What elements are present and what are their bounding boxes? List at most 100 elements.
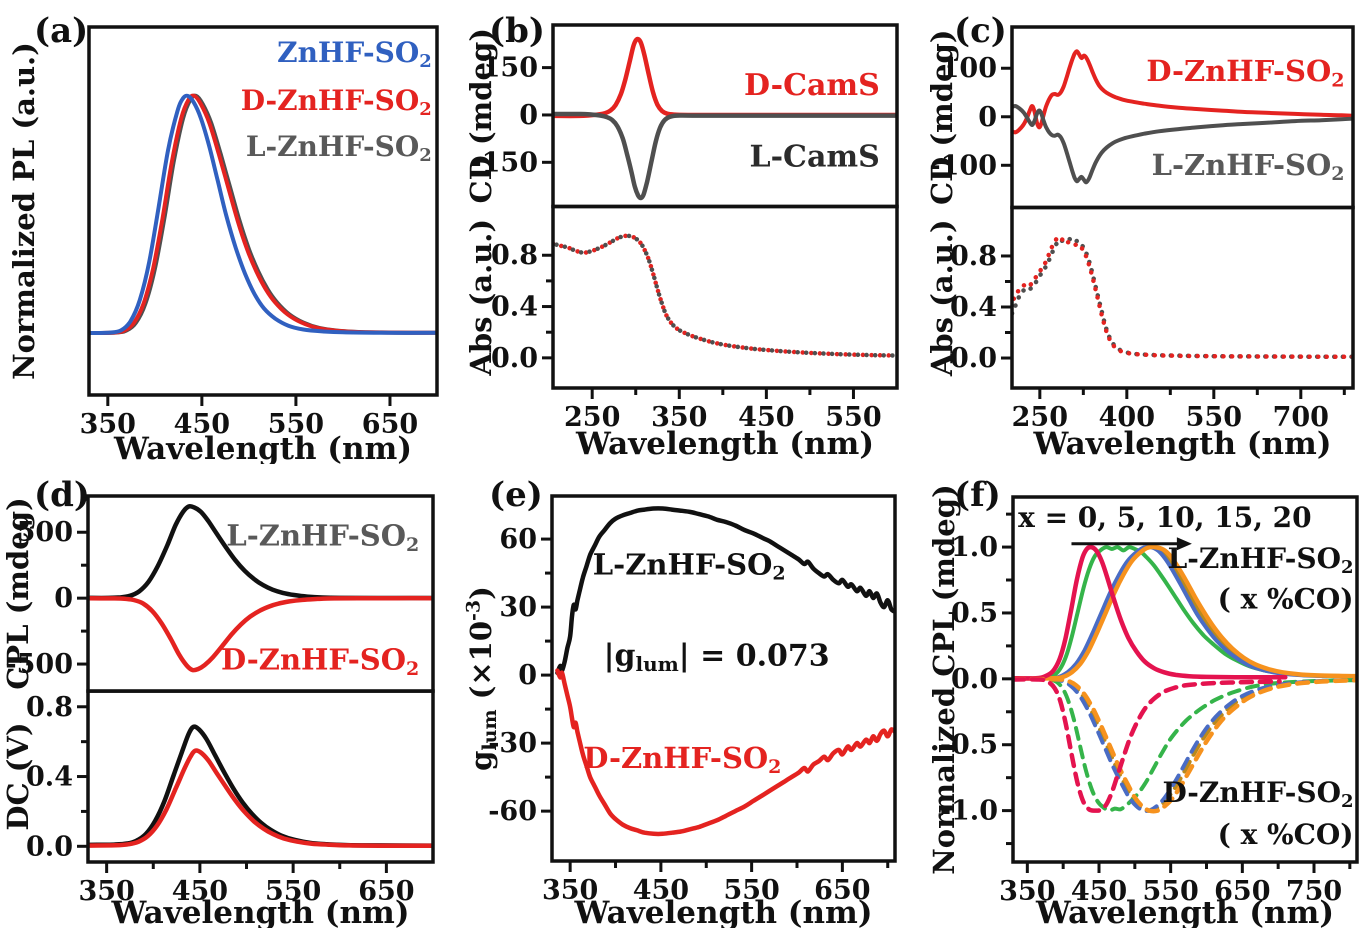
b-cd-series-group [553,36,897,201]
e-xtick-label-350: 350 [542,875,598,906]
b-abs-ytick-label-0-0: 0.0 [491,343,538,374]
d-dc-ytick-label-0-4: 0.4 [26,762,73,793]
c-series-d-znhf-so2 [1012,49,1353,135]
c-series-abs-d-znhf-so2 [1012,234,1353,359]
c-cd-ytick-label--100: -100 [929,150,997,181]
b-panel-letter: (b) [489,11,545,51]
d-series-l-znhf-so2 [88,503,433,601]
e-legend-d-znhf-so2: D-ZnHF-SO2 [583,741,781,778]
f-legend-d-xco: ( x %CO) [1218,818,1354,851]
e-panel-letter: (e) [489,475,543,515]
c-legend-l-znhf-so2: L-ZnHF-SO2 [1152,148,1345,185]
c-cd-ylabel: CD (mdeg) [925,30,959,205]
f-xtick-label-650: 650 [1214,876,1270,907]
d-xtick-label-550: 550 [265,876,321,907]
d-legend-l-znhf-so2: L-ZnHF-SO2 [226,519,419,556]
c-abs-frame [1010,205,1355,390]
d-xtick-label-350: 350 [78,876,134,907]
d-legend-d-znhf-so2: D-ZnHF-SO2 [221,643,419,680]
d-series-dc-d-znhf-so2 [88,748,433,849]
f-ncpl-ytick-label-0-0: 0.0 [951,664,998,695]
f-ncpl-ylabel: Normalized CPL (mdeg) [927,484,961,874]
c-abs-ytick-label-0-0: 0.0 [950,343,997,374]
e-glum-ylabel: glum (×10-3) [462,586,501,771]
a-legend-znhf-so2: ZnHF-SO2 [277,36,432,72]
c-abs-ytick-label-0-4: 0.4 [950,292,997,323]
f-ncpl-ytick-label-1-0: 1.0 [951,532,998,563]
f-series-l-x20 [1013,544,1357,681]
c-xtick-label-700: 700 [1273,402,1329,433]
b-cd-ylabel: CD (mdeg) [464,28,498,203]
c-abs-ytick-label-0-8: 0.8 [950,241,997,272]
a-panel-letter: (a) [34,11,88,51]
d-dc-series-group [88,724,433,849]
c-xlabel: Wavelength (nm) [1033,426,1332,462]
e-legend-l-znhf-so2: L-ZnHF-SO2 [593,547,786,584]
f-ncpl-series-group [1013,544,1357,814]
panel-a-canvas: (a)Normalized PL (a.u.) ZnHF-SO2 D-ZnHF-SO… [7,11,439,464]
a-xtick-label-350: 350 [80,409,136,440]
b-xtick-label-250: 250 [564,402,620,433]
e-xtick-label-450: 450 [633,875,689,906]
e-glum-ytick-label-0: 0 [518,660,537,691]
c-xtick-label-250: 250 [1012,402,1068,433]
e-annotation-glum-value: |glum| = 0.073 [604,639,830,676]
b-cd-ytick-label-0: 0 [519,100,538,131]
f-series-d-x10 [1013,677,1357,813]
b-abs-series-group [553,233,897,358]
e-xtick-label-650: 650 [814,875,870,906]
d-series-d-znhf-so2 [88,595,433,673]
d-dc-ytick-label-0-0: 0.0 [26,831,73,862]
d-cpl-ytick-label-0: 0 [54,583,73,614]
e-glum-ytick-label--30: -30 [488,728,537,759]
a-series-znhf-so2 [89,93,437,335]
f-ncpl-ytick-label-0-5: 0.5 [951,598,998,629]
a-legend-d-znhf-so2: D-ZnHF-SO2 [241,84,432,120]
a-legend-l-znhf-so2: L-ZnHF-SO2 [246,130,432,166]
c-cd-series-group [1012,49,1353,185]
a-xtick-label-550: 550 [268,409,324,440]
b-xtick-label-450: 450 [738,402,794,433]
b-abs-ytick-label-0-8: 0.8 [491,240,538,271]
e-glum-ytick-label-30: 30 [499,592,537,623]
f-ncpl-ytick-label--1-0: -1.0 [940,796,998,827]
c-panel-letter: (c) [954,11,1007,51]
d-cpl-ytick-label--500: -500 [5,649,73,680]
b-cd-ytick-label--150: -150 [470,147,538,178]
f-annotation-x-values: x = 0, 5, 10, 15, 20 [1018,501,1312,534]
f-xtick-label-750: 750 [1286,876,1342,907]
f-ncpl-ytick-label--0-5: -0.5 [940,730,998,761]
e-series-l-znhf-so2 [555,506,895,676]
e-xlabel: Wavelength (nm) [574,895,873,928]
f-legend-l-znhf-so2: L-ZnHF-SO2 [1168,542,1354,578]
b-abs-ylabel: Abs (a.u.) [464,219,498,377]
b-series-abs-d-cams [553,233,897,358]
f-series-l-x10 [1013,544,1357,681]
f-series-d-x20 [1013,676,1357,814]
b-cd-ytick-label-150: 150 [482,53,538,84]
a-pl-series-group [89,93,437,335]
c-abs-series-group [1012,234,1353,359]
c-legend-d-znhf-so2: D-ZnHF-SO2 [1146,54,1344,91]
a-pl-ylabel: Normalized PL (a.u.) [7,42,41,380]
e-glum-ytick-label--60: -60 [488,796,537,827]
b-legend-l-cams: L-CamS [750,140,880,175]
b-abs-ytick-label-0-4: 0.4 [491,292,538,323]
c-xtick-label-400: 400 [1099,402,1155,433]
b-xlabel: Wavelength (nm) [575,426,874,462]
f-xlabel: Wavelength (nm) [1035,895,1334,928]
f-xtick-label-550: 550 [1142,876,1198,907]
f-series-d-x5 [1013,677,1357,813]
e-xtick-label-550: 550 [723,875,779,906]
e-glum-frame [550,494,897,863]
f-xtick-label-450: 450 [1071,876,1127,907]
e-glum-series-group [555,506,895,837]
a-xlabel: Wavelength (nm) [113,431,412,464]
b-series-abs-l-cams [553,233,897,358]
c-abs-ylabel: Abs (a.u.) [925,219,959,377]
a-series-d-znhf-so2 [89,93,437,335]
